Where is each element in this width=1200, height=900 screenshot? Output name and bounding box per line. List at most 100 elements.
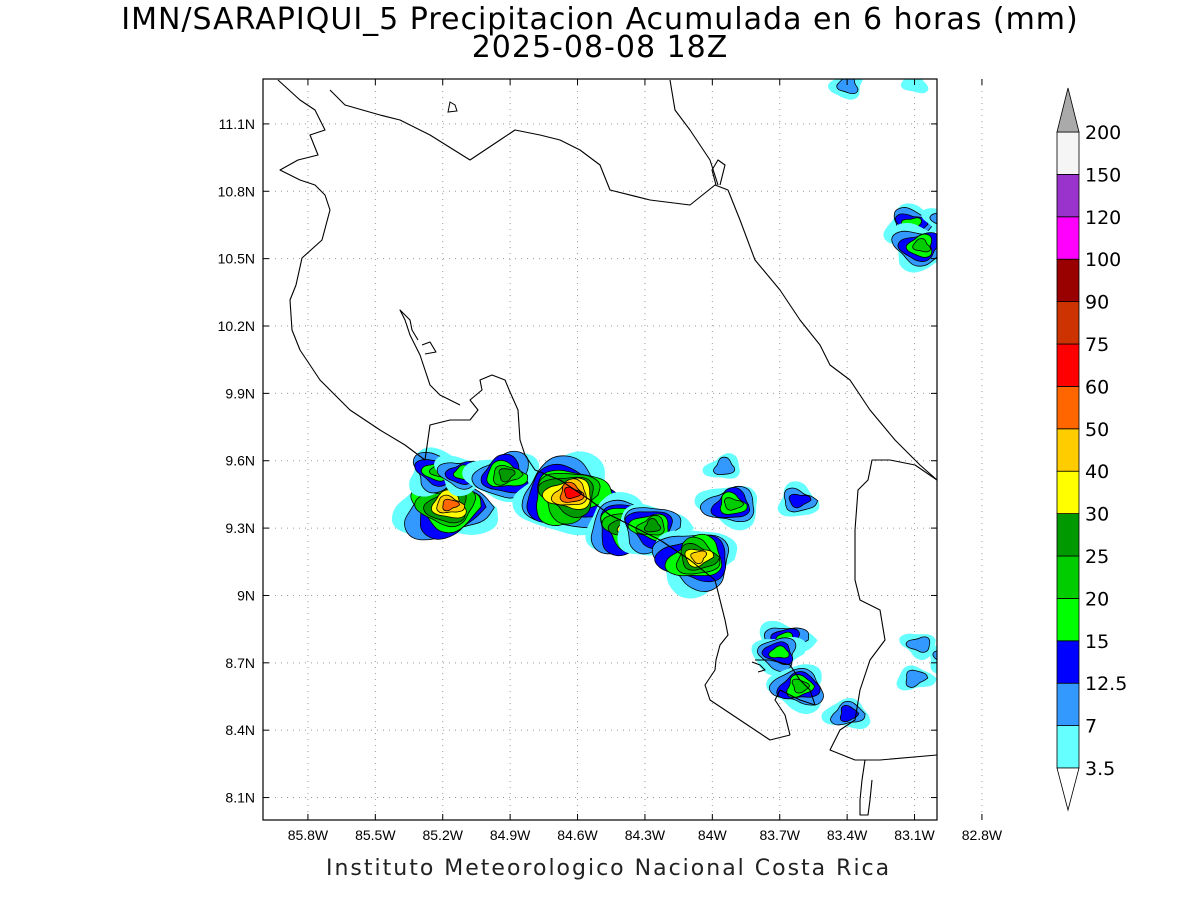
colorbar-label: 40	[1085, 461, 1109, 483]
lon-tick-label: 85.8W	[288, 827, 329, 843]
lat-tick-label: 9.3N	[225, 520, 255, 536]
lat-tick-label: 8.4N	[225, 722, 255, 738]
lat-tick-label: 9.6N	[225, 453, 255, 469]
lon-tick-label: 84.6W	[557, 827, 598, 843]
colorbar-swatch	[1056, 428, 1080, 472]
precip-cell	[777, 481, 820, 517]
precip-cell	[891, 222, 937, 273]
colorbar-swatch	[1056, 682, 1080, 727]
precip-cell	[702, 453, 740, 479]
colorbar-swatch	[1056, 470, 1080, 515]
lon-tick-label: 85.5W	[355, 827, 396, 843]
lon-tick-label: 84W	[698, 827, 728, 843]
colorbar-label: 120	[1085, 207, 1121, 229]
precip-cell	[617, 503, 695, 555]
colorbar-swatch	[1056, 725, 1080, 769]
lon-tick-label: 82.8W	[962, 827, 1003, 843]
lon-tick-label: 84.3W	[625, 827, 666, 843]
precip-contour	[498, 468, 516, 483]
colorbar-swatch	[1056, 385, 1080, 430]
colorbar-label: 20	[1085, 588, 1109, 610]
colorbar-label: 3.5	[1085, 758, 1115, 780]
colorbar-label: 100	[1085, 249, 1121, 271]
colorbar-label: 12.5	[1085, 673, 1127, 695]
lat-tick-label: 8.1N	[225, 790, 255, 806]
colorbar-label: 7	[1085, 716, 1097, 738]
precip-contour	[791, 678, 811, 694]
precip-contour	[932, 650, 937, 661]
colorbar-swatch	[1056, 301, 1080, 345]
colorbar-swatch	[1056, 513, 1080, 557]
coastline-segment	[711, 159, 726, 186]
precip-contour	[912, 238, 931, 253]
precip-cell	[462, 450, 540, 503]
lon-tick-label: 83.4W	[827, 827, 868, 843]
coastline-segment	[399, 309, 461, 406]
precip-contour	[929, 645, 937, 674]
lat-tick-label: 8.7N	[225, 655, 255, 671]
coastline-segment	[421, 341, 437, 355]
lat-tick-label: 10.8N	[218, 183, 255, 199]
colorbar-swatch	[1056, 216, 1080, 260]
precip-cell	[694, 485, 758, 531]
precip-cell	[921, 208, 937, 231]
precip-cell	[751, 636, 807, 676]
precip-contour	[921, 208, 937, 231]
lat-tick-label: 10.2N	[218, 318, 255, 334]
coastline-segment	[727, 189, 937, 481]
colorbar-label: 25	[1085, 546, 1109, 568]
plot-frame	[262, 78, 938, 821]
lon-tick-label: 83.1W	[894, 827, 935, 843]
coastline-segment	[277, 79, 791, 741]
colorbar-label: 200	[1085, 122, 1121, 144]
colorbar-label: 150	[1085, 164, 1121, 186]
island-outline	[447, 101, 458, 113]
latitude-axis: 8.1N 8.4N 8.7N 9N 9.3N 9.6N 9.9N 10.2N 10.5N 10.8…	[218, 116, 937, 806]
precip-contour	[768, 645, 790, 659]
precip-cell	[896, 665, 937, 691]
precip-cell	[827, 79, 863, 100]
colorbar-label: 50	[1085, 419, 1109, 441]
precip-contour	[713, 456, 735, 475]
colorbar-min-triangle	[1056, 767, 1080, 812]
precip-contour	[643, 518, 661, 533]
precip-cell	[899, 633, 936, 660]
lon-tick-label: 85.2W	[422, 827, 463, 843]
precip-contour	[929, 212, 937, 225]
precip-contour	[839, 704, 860, 723]
colorbar-swatch	[1056, 555, 1080, 599]
colorbar-label: 90	[1085, 292, 1109, 314]
precip-cell	[766, 664, 824, 715]
coastline-segment	[755, 659, 816, 736]
precip-contour	[690, 550, 707, 565]
precip-contour	[905, 669, 929, 688]
lat-tick-label: 9N	[237, 587, 255, 603]
lat-tick-label: 9.9N	[225, 385, 255, 401]
colorbar-label: 30	[1085, 504, 1109, 526]
colorbar-label: 60	[1085, 376, 1109, 398]
coastline-segment	[859, 759, 873, 816]
precip-contour	[836, 79, 859, 95]
coastline-segment	[751, 661, 766, 673]
colorbar-label: 75	[1085, 334, 1109, 356]
colorbar-swatch	[1056, 640, 1080, 684]
colorbar-swatch	[1056, 258, 1080, 303]
precip-contour	[442, 498, 461, 512]
precipitation-field	[391, 79, 937, 730]
precip-contour	[788, 493, 812, 509]
lat-tick-label: 10.5N	[218, 251, 255, 267]
footer-credit: Instituto Meteorologico Nacional Costa R…	[326, 856, 892, 881]
precip-cell	[512, 451, 621, 536]
coastline-segment	[829, 459, 937, 761]
colorbar-swatch	[1056, 173, 1080, 218]
map-valid-time: 2025-08-08 18Z	[471, 30, 729, 65]
coastline	[277, 79, 937, 816]
colorbar-swatch	[1056, 598, 1080, 642]
precip-contour	[905, 636, 931, 653]
precip-contour	[900, 79, 929, 94]
lat-tick-label: 11.1N	[219, 116, 255, 132]
colorbar: 3.5 7 12.5 15 20 25 30 40 50 60 75 90 100 120 150 200	[1056, 87, 1127, 812]
graticule	[263, 79, 983, 820]
